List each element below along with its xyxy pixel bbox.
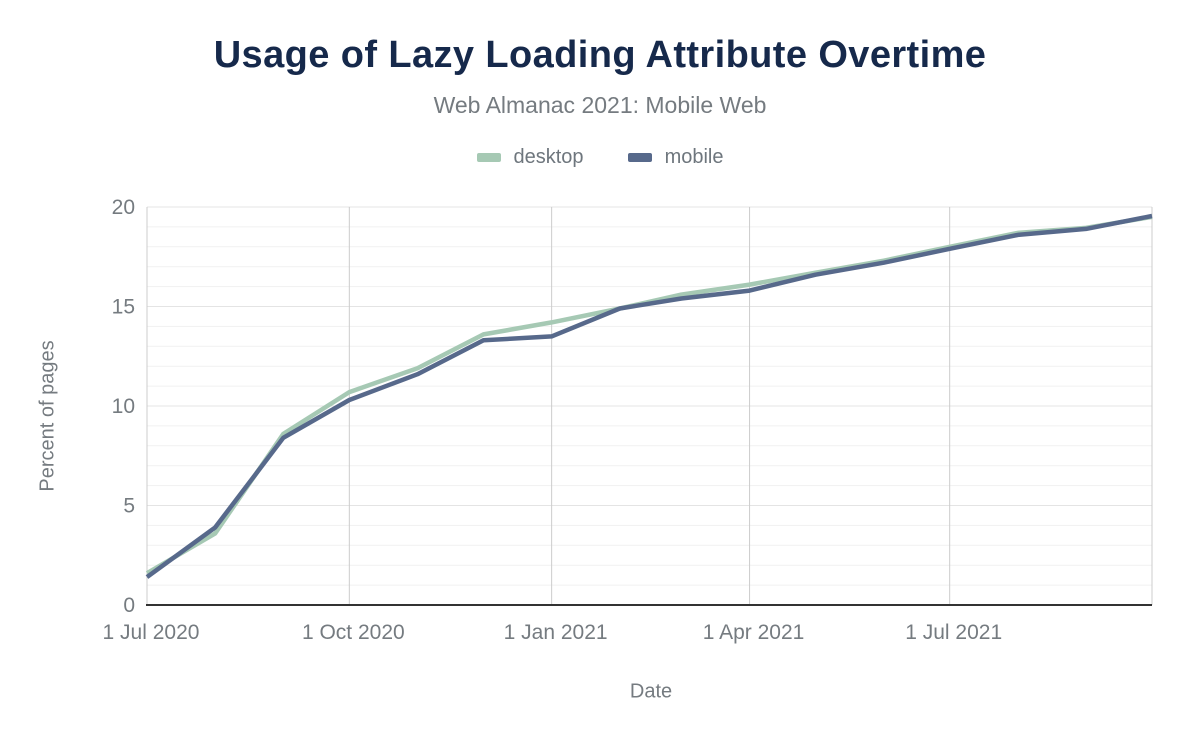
y-tick-label: 15 bbox=[112, 296, 135, 319]
y-axis-title: Percent of pages bbox=[36, 340, 59, 492]
chart-title: Usage of Lazy Loading Attribute Overtime bbox=[213, 34, 987, 76]
legend-label-mobile: mobile bbox=[664, 146, 724, 168]
desktop-legend-swatch-icon bbox=[476, 153, 501, 162]
vertical-gridlines bbox=[146, 207, 1153, 605]
x-tick-label: 1 Jul 2021 bbox=[905, 621, 1002, 644]
x-axis-title: Date bbox=[629, 680, 673, 703]
x-tick-label: 1 Apr 2021 bbox=[703, 621, 805, 644]
series-lines bbox=[145, 213, 1153, 579]
legend: desktop mobile bbox=[0, 146, 1200, 169]
legend-item-mobile: mobile bbox=[627, 146, 724, 169]
legend-label-desktop: desktop bbox=[513, 146, 584, 168]
mobile-series-line bbox=[145, 213, 1153, 579]
x-tick-label: 1 Oct 2020 bbox=[302, 621, 405, 644]
legend-item-desktop: desktop bbox=[476, 146, 584, 169]
major-gridlines bbox=[147, 206, 1152, 506]
y-tick-label: 5 bbox=[123, 495, 135, 518]
y-tick-label: 0 bbox=[123, 594, 135, 617]
y-tick-label: 20 bbox=[112, 196, 135, 219]
y-tick-labels: 0 5 10 15 20 bbox=[112, 196, 135, 617]
y-tick-label: 10 bbox=[112, 395, 135, 418]
mobile-legend-swatch-icon bbox=[627, 153, 652, 162]
minor-gridlines bbox=[147, 226, 1152, 586]
x-tick-label: 1 Jan 2021 bbox=[504, 621, 608, 644]
chart-subtitle: Web Almanac 2021: Mobile Web bbox=[433, 92, 767, 118]
x-tick-label: 1 Jul 2020 bbox=[103, 621, 200, 644]
x-tick-labels: 1 Jul 2020 1 Oct 2020 1 Jan 2021 1 Apr 2021… bbox=[103, 621, 1003, 644]
desktop-series-line bbox=[145, 214, 1153, 576]
